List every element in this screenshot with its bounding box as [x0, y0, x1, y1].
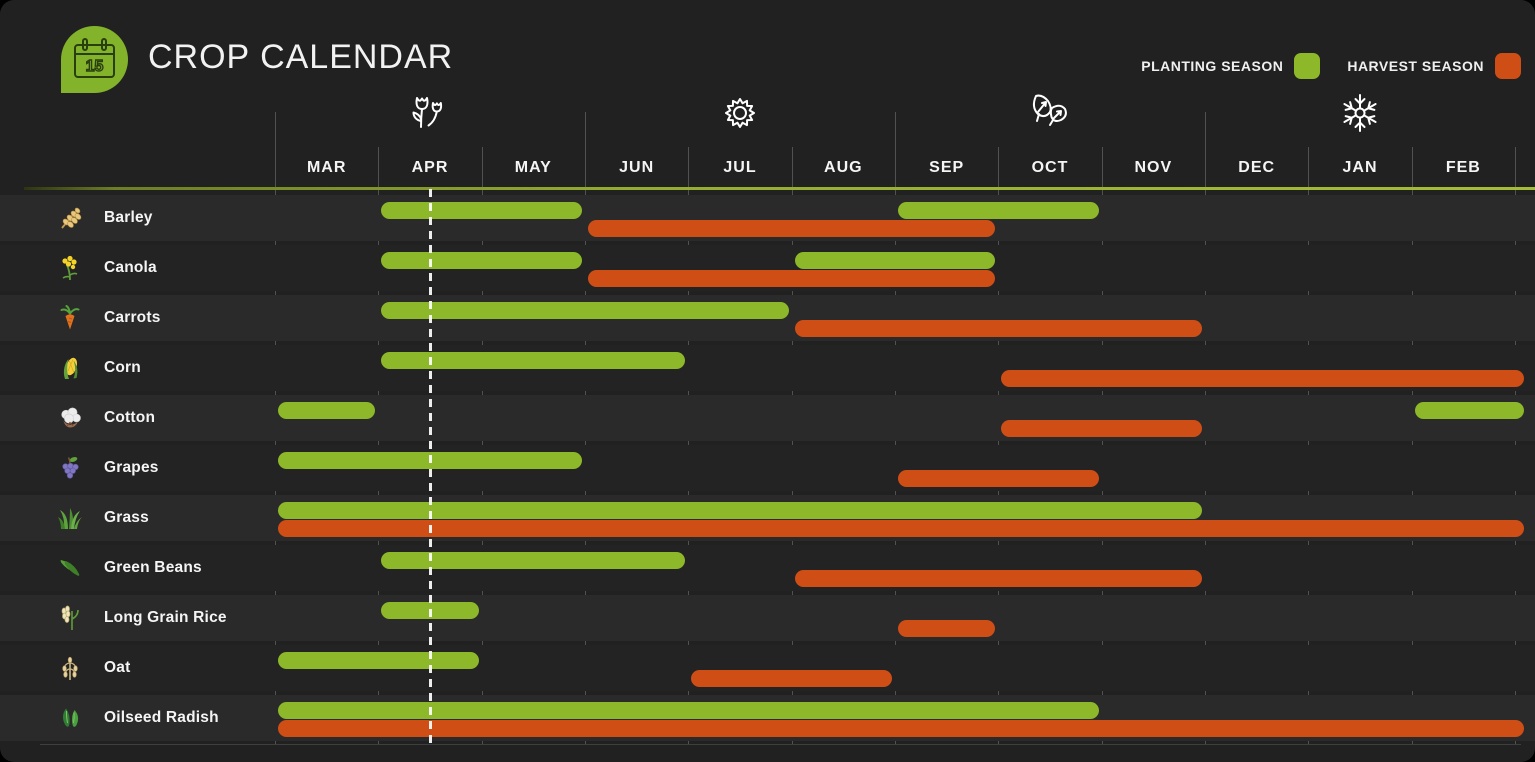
corn-icon — [57, 355, 83, 381]
harvest-bar — [1001, 370, 1524, 387]
harvest-bar — [794, 320, 1202, 337]
leaves-icon — [1027, 90, 1073, 136]
green-beans-icon — [57, 555, 83, 581]
crop-cell: Grapes — [0, 445, 275, 491]
month-label-jun: JUN — [619, 159, 655, 176]
crop-row-radish: Oilseed Radish — [0, 695, 1535, 741]
harvest-bar — [278, 520, 1524, 537]
planting-bar — [898, 202, 1099, 219]
harvest-bar — [898, 620, 996, 637]
harvest-bar — [278, 720, 1524, 737]
rice-icon — [57, 605, 83, 631]
crop-label: Grapes — [104, 459, 159, 476]
month-label-may: MAY — [514, 159, 552, 176]
crop-cell: Corn — [0, 345, 275, 391]
harvest-bar — [1001, 420, 1202, 437]
planting-season-swatch — [1294, 53, 1321, 79]
crop-cell: Canola — [0, 245, 275, 291]
crop-row-canola: Canola — [0, 245, 1535, 291]
crop-row-carrots: Carrots — [0, 295, 1535, 341]
logo-day-number: 15 — [86, 58, 104, 75]
harvest-bar — [588, 270, 996, 287]
crop-label: Long Grain Rice — [104, 609, 227, 626]
month-label-dec: DEC — [1238, 159, 1276, 176]
crop-cell: Grass — [0, 495, 275, 541]
month-label-feb: FEB — [1445, 159, 1481, 176]
crop-cell: Oilseed Radish — [0, 695, 275, 741]
grapes-icon — [57, 455, 83, 481]
cotton-icon — [57, 405, 83, 431]
page-title: CROP CALENDAR — [148, 38, 454, 76]
month-label-jan: JAN — [1342, 159, 1378, 176]
tulips-icon — [407, 90, 453, 136]
crop-cell: Oat — [0, 645, 275, 691]
crop-row-rice: Long Grain Rice — [0, 595, 1535, 641]
crop-cell: Long Grain Rice — [0, 595, 275, 641]
crop-row-grass: Grass — [0, 495, 1535, 541]
crop-cell: Green Beans — [0, 545, 275, 591]
crop-label: Oilseed Radish — [104, 709, 219, 726]
harvest-bar — [691, 670, 892, 687]
crop-label: Barley — [104, 209, 153, 226]
month-label-sep: SEP — [929, 159, 965, 176]
planting-bar — [1414, 402, 1524, 419]
planting-bar — [381, 252, 582, 269]
grass-icon — [57, 505, 83, 531]
legend: PLANTING SEASON HARVEST SEASON — [1141, 53, 1521, 79]
legend-planting-label: PLANTING SEASON — [1141, 58, 1284, 74]
crop-label: Oat — [104, 659, 131, 676]
month-label-mar: MAR — [306, 159, 347, 176]
carrots-icon — [57, 305, 83, 331]
crop-row-cotton: Cotton — [0, 395, 1535, 441]
harvest-bar — [588, 220, 996, 237]
crop-row-oat: Oat — [0, 645, 1535, 691]
crop-label: Green Beans — [104, 559, 202, 576]
month-axis-line — [24, 187, 1535, 190]
month-label-jul: JUL — [723, 159, 757, 176]
sun-icon — [717, 90, 763, 136]
month-label-oct: OCT — [1031, 159, 1069, 176]
month-label-apr: APR — [411, 159, 449, 176]
crop-row-barley: Barley — [0, 195, 1535, 241]
crop-cell: Carrots — [0, 295, 275, 341]
planting-bar — [381, 352, 686, 369]
crop-row-corn: Corn — [0, 345, 1535, 391]
barley-icon — [57, 205, 83, 231]
snowflake-icon — [1337, 90, 1383, 136]
calendar-icon: 15 — [74, 38, 115, 78]
harvest-bar — [794, 570, 1202, 587]
radish-icon — [57, 705, 83, 731]
crop-label: Canola — [104, 259, 157, 276]
chart-bottom-line — [40, 744, 1521, 745]
planting-bar — [278, 702, 1099, 719]
planting-bar — [794, 252, 996, 269]
planting-bar — [381, 202, 582, 219]
crop-row-grapes: Grapes — [0, 445, 1535, 491]
crop-row-green-beans: Green Beans — [0, 545, 1535, 591]
planting-bar — [278, 402, 376, 419]
planting-bar — [278, 502, 1202, 519]
today-marker-line — [429, 189, 432, 745]
crop-label: Corn — [104, 359, 141, 376]
crop-label: Cotton — [104, 409, 156, 426]
crop-cell: Barley — [0, 195, 275, 241]
planting-bar — [381, 552, 686, 569]
crop-label: Carrots — [104, 309, 161, 326]
month-label-nov: NOV — [1134, 159, 1173, 176]
oat-icon — [57, 655, 83, 681]
app-logo: 15 — [61, 26, 128, 93]
planting-bar — [381, 302, 789, 319]
canola-icon — [57, 255, 83, 281]
crop-cell: Cotton — [0, 395, 275, 441]
month-label-aug: AUG — [824, 159, 863, 176]
harvest-season-swatch — [1495, 53, 1521, 79]
crop-label: Grass — [104, 509, 149, 526]
planting-bar — [278, 652, 479, 669]
legend-harvest-label: HARVEST SEASON — [1347, 58, 1484, 74]
harvest-bar — [898, 470, 1099, 487]
